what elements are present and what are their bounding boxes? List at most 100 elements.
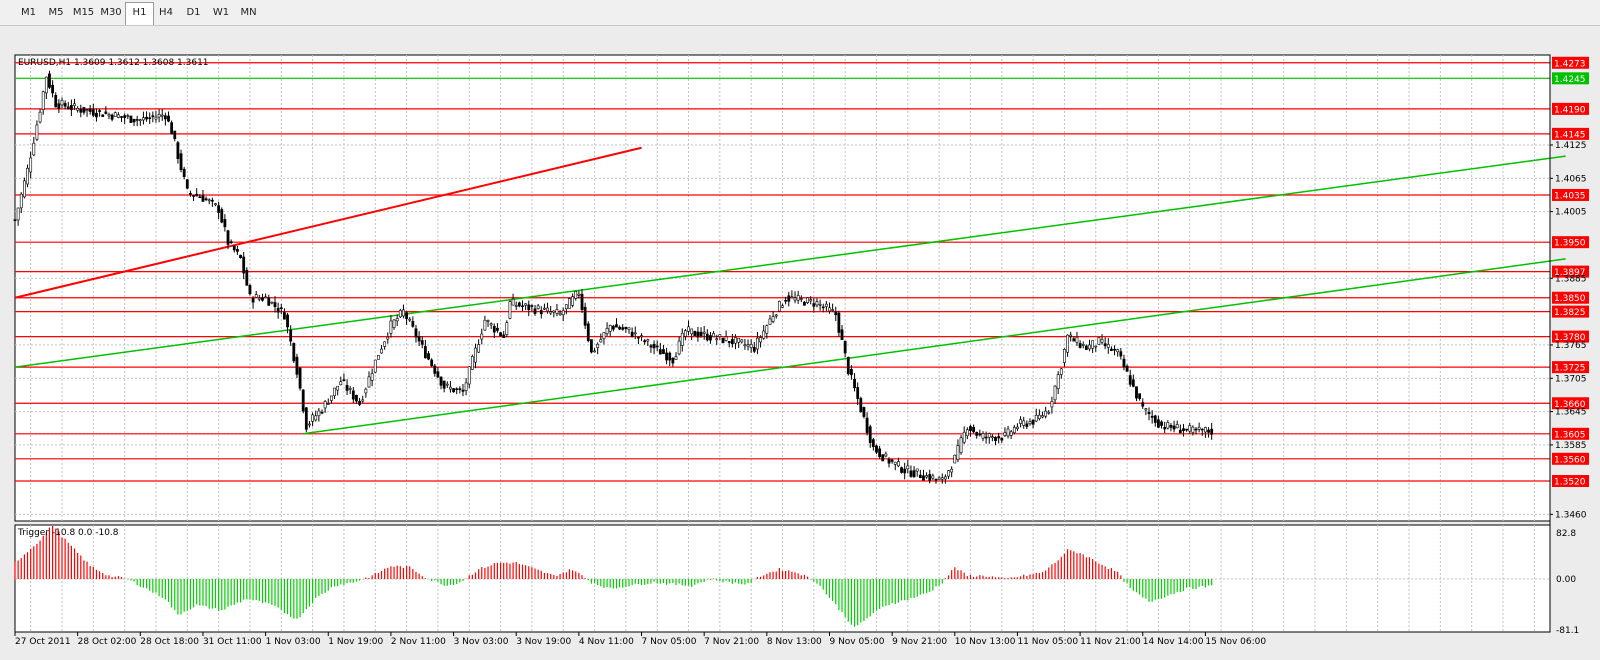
candle	[107, 112, 111, 120]
candle	[696, 326, 700, 342]
candle	[596, 342, 600, 355]
candle	[1135, 386, 1138, 402]
timeframe-button-mn[interactable]: MN	[240, 7, 257, 18]
candle	[868, 424, 872, 448]
candle	[1059, 368, 1063, 379]
candle	[417, 331, 421, 347]
candle	[524, 303, 528, 311]
candle	[1191, 425, 1195, 436]
candle	[627, 327, 631, 334]
candle	[170, 120, 174, 135]
candle	[1210, 422, 1214, 440]
timeframe-button-m5[interactable]: M5	[48, 7, 64, 18]
candle	[1119, 347, 1123, 360]
candle	[693, 330, 697, 336]
level-price-tag	[1552, 397, 1589, 410]
price-axis-label: 1.3645	[1555, 408, 1587, 418]
candle	[583, 302, 587, 329]
candle	[956, 439, 960, 463]
candle	[261, 293, 264, 302]
level-price-tag	[1552, 56, 1589, 69]
candle	[947, 469, 950, 480]
candle	[856, 382, 860, 406]
candle	[279, 303, 283, 315]
candle	[624, 326, 628, 333]
candle	[167, 111, 170, 123]
trendline-1[interactable]	[14, 146, 642, 299]
candle	[351, 387, 355, 404]
candle	[364, 387, 368, 398]
candle	[1131, 374, 1135, 388]
candle	[543, 303, 546, 311]
candle	[467, 366, 471, 389]
candle	[972, 424, 975, 434]
trendline-2[interactable]	[14, 155, 1566, 368]
candle	[414, 325, 418, 343]
level-price-tag	[1552, 475, 1589, 488]
candle	[1037, 409, 1041, 421]
candle	[367, 371, 371, 388]
candle	[251, 296, 255, 309]
candle	[605, 322, 609, 337]
candle	[408, 317, 412, 322]
candle	[361, 395, 365, 403]
candle	[1110, 346, 1113, 352]
candle	[198, 194, 202, 199]
candle	[590, 339, 593, 354]
candle	[430, 358, 434, 367]
candle	[304, 407, 308, 433]
candle	[690, 328, 694, 341]
candle	[88, 104, 92, 115]
price-axis-label: 1.3765	[1555, 341, 1587, 351]
candle	[1069, 331, 1073, 342]
candle	[1188, 422, 1192, 435]
candle	[652, 340, 656, 355]
candle	[865, 412, 869, 436]
candle	[220, 207, 224, 224]
candle	[934, 478, 938, 484]
candle	[314, 410, 318, 422]
candle	[1097, 337, 1101, 345]
candle	[323, 400, 327, 413]
candle	[257, 294, 261, 302]
candle	[13, 218, 17, 222]
candle	[370, 368, 374, 387]
trendline-3[interactable]	[303, 258, 1566, 435]
candle	[452, 388, 455, 393]
candle	[123, 113, 127, 124]
timeframe-button-m30[interactable]: M30	[100, 7, 122, 18]
candle	[990, 434, 994, 442]
time-axis-label: 2 Nov 11:00	[391, 637, 446, 647]
candle	[1081, 341, 1085, 349]
candle	[398, 308, 402, 318]
timeframe-button-h1[interactable]: H1	[125, 2, 154, 25]
candle	[517, 301, 521, 308]
level-price-tag	[1552, 236, 1589, 249]
candle	[267, 294, 271, 306]
candle	[73, 98, 76, 110]
candle	[470, 354, 474, 370]
timeframe-button-w1[interactable]: W1	[212, 7, 230, 18]
symbol-header: EURUSD,H1 1.3609 1.3612 1.3608 1.3611	[18, 58, 209, 68]
timeframe-button-m15[interactable]: M15	[72, 7, 95, 18]
candle	[803, 301, 806, 306]
timeframe-button-h4[interactable]: H4	[159, 7, 173, 18]
level-price-tag-label: 1.3605	[1554, 430, 1586, 440]
candle	[969, 424, 972, 437]
candle	[320, 409, 324, 415]
candle	[702, 325, 706, 340]
candle	[743, 338, 747, 350]
candle	[26, 164, 29, 188]
timeframe-button-m1[interactable]: M1	[21, 7, 36, 18]
candle	[270, 301, 274, 305]
candle	[809, 296, 813, 305]
candle	[295, 353, 299, 378]
timeframe-button-d1[interactable]: D1	[186, 7, 201, 18]
candle	[646, 338, 650, 346]
level-price-tag-label: 1.4245	[1554, 75, 1586, 85]
candle	[533, 304, 537, 316]
time-axis-label: 1 Nov 03:00	[266, 637, 321, 647]
candle	[940, 473, 944, 484]
candle	[442, 380, 446, 393]
